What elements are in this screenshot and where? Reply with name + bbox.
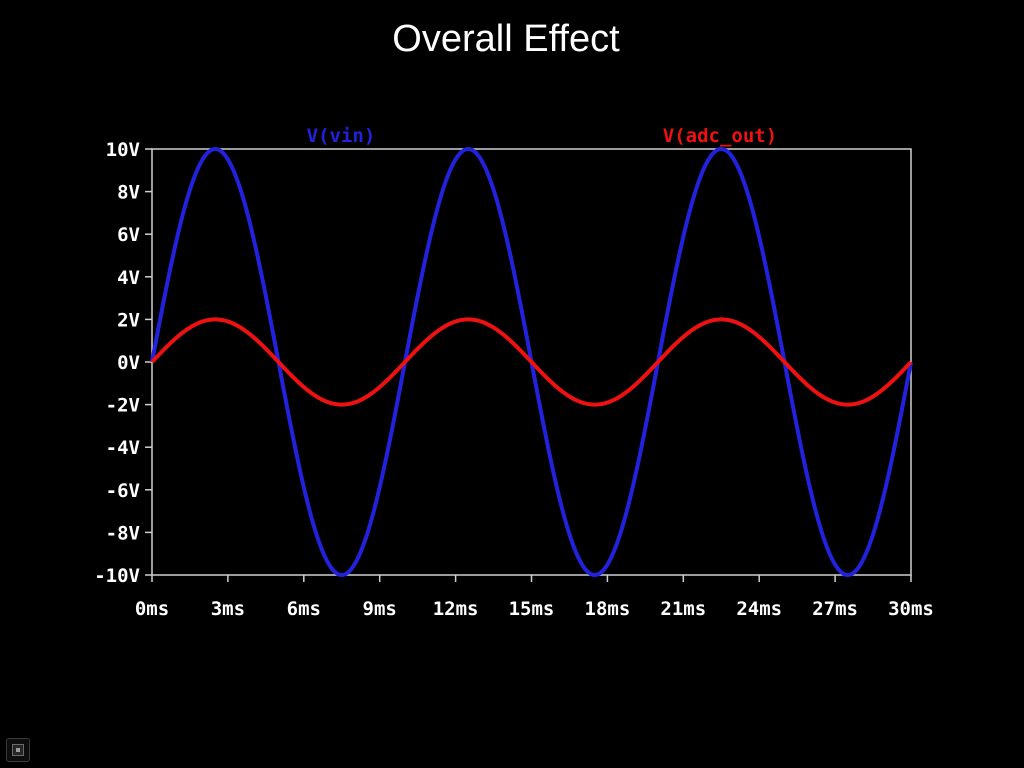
ticks: 10V 8V 6V 4V 2V 0V -2V -4V -6V -8V -10V 0ms 3ms 6ms 9m… [94, 139, 934, 620]
x-tick-label: 24ms [736, 598, 782, 620]
x-tick-label: 0ms [135, 598, 169, 620]
series [150, 147, 913, 577]
x-tick-label: 21ms [660, 598, 706, 620]
y-tick-label: 4V [117, 267, 140, 289]
legend-label-v-adc-out-: V(adc_out) [663, 125, 777, 147]
y-tick-label: 8V [117, 182, 140, 204]
y-tick-label: -6V [106, 480, 140, 502]
y-tick-label: -2V [106, 395, 140, 417]
series-line-v-adc-out- [150, 317, 913, 407]
x-tick-label: 9ms [363, 598, 397, 620]
y-tick-label: 0V [117, 352, 140, 374]
y-tick-label: -8V [106, 522, 140, 544]
x-tick-label: 6ms [287, 598, 321, 620]
x-tick-label: 15ms [509, 598, 555, 620]
y-tick-label: 10V [106, 139, 140, 161]
navigation-icon-frame [12, 744, 24, 756]
y-tick-label: -10V [94, 565, 140, 587]
x-tick-label: 3ms [211, 598, 245, 620]
x-tick-label: 30ms [888, 598, 934, 620]
navigation-icon-dot [16, 748, 20, 752]
x-tick-label: 27ms [812, 598, 858, 620]
x-tick-label: 12ms [433, 598, 479, 620]
slide-navigation-icon[interactable] [6, 738, 30, 762]
y-tick-label: 2V [117, 309, 140, 331]
y-tick-label: -4V [106, 437, 140, 459]
slide-title: Overall Effect [392, 18, 620, 60]
legend-label-v-vin-: V(vin) [307, 125, 376, 147]
x-tick-label: 18ms [585, 598, 631, 620]
y-tick-label: 6V [117, 224, 140, 246]
legend: V(vin) V(adc_out) [307, 125, 778, 147]
